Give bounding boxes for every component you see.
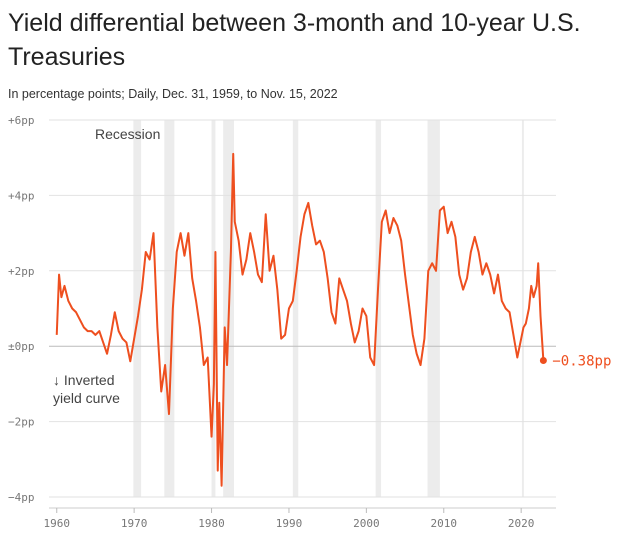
- recession-label: Recession: [95, 126, 160, 142]
- recession-band: [375, 120, 382, 497]
- x-tick-label: 2020: [508, 517, 535, 530]
- x-tick-label: 1990: [276, 517, 303, 530]
- y-tick-label: −2pp: [8, 416, 35, 429]
- chart-subtitle: In percentage points; Daily, Dec. 31, 19…: [8, 87, 338, 101]
- x-tick-label: 1960: [43, 517, 70, 530]
- recession-band: [211, 120, 216, 497]
- end-point: [539, 357, 547, 365]
- yield-line: [55, 152, 545, 487]
- y-tick-label: −4pp: [8, 491, 35, 504]
- x-tick-label: 2010: [431, 517, 458, 530]
- x-tick-label: 1980: [198, 517, 225, 530]
- recession-band: [427, 120, 440, 497]
- y-tick-label: ±0pp: [8, 340, 35, 353]
- recession-band: [133, 120, 142, 497]
- recession-band: [164, 120, 175, 497]
- recession-band: [521, 120, 524, 497]
- x-tick-label: 2000: [353, 517, 380, 530]
- y-tick-label: +6pp: [8, 114, 35, 127]
- chart-title: Yield differential between 3-month and 1…: [8, 9, 581, 71]
- y-tick-label: +2pp: [8, 265, 35, 278]
- end-label: −0.38pp: [552, 354, 611, 370]
- x-tick-label: 1970: [121, 517, 148, 530]
- inverted-label: yield curve: [53, 390, 120, 406]
- recession-band: [292, 120, 299, 497]
- inverted-label: ↓ Inverted: [53, 372, 114, 388]
- y-tick-label: +4pp: [8, 189, 35, 202]
